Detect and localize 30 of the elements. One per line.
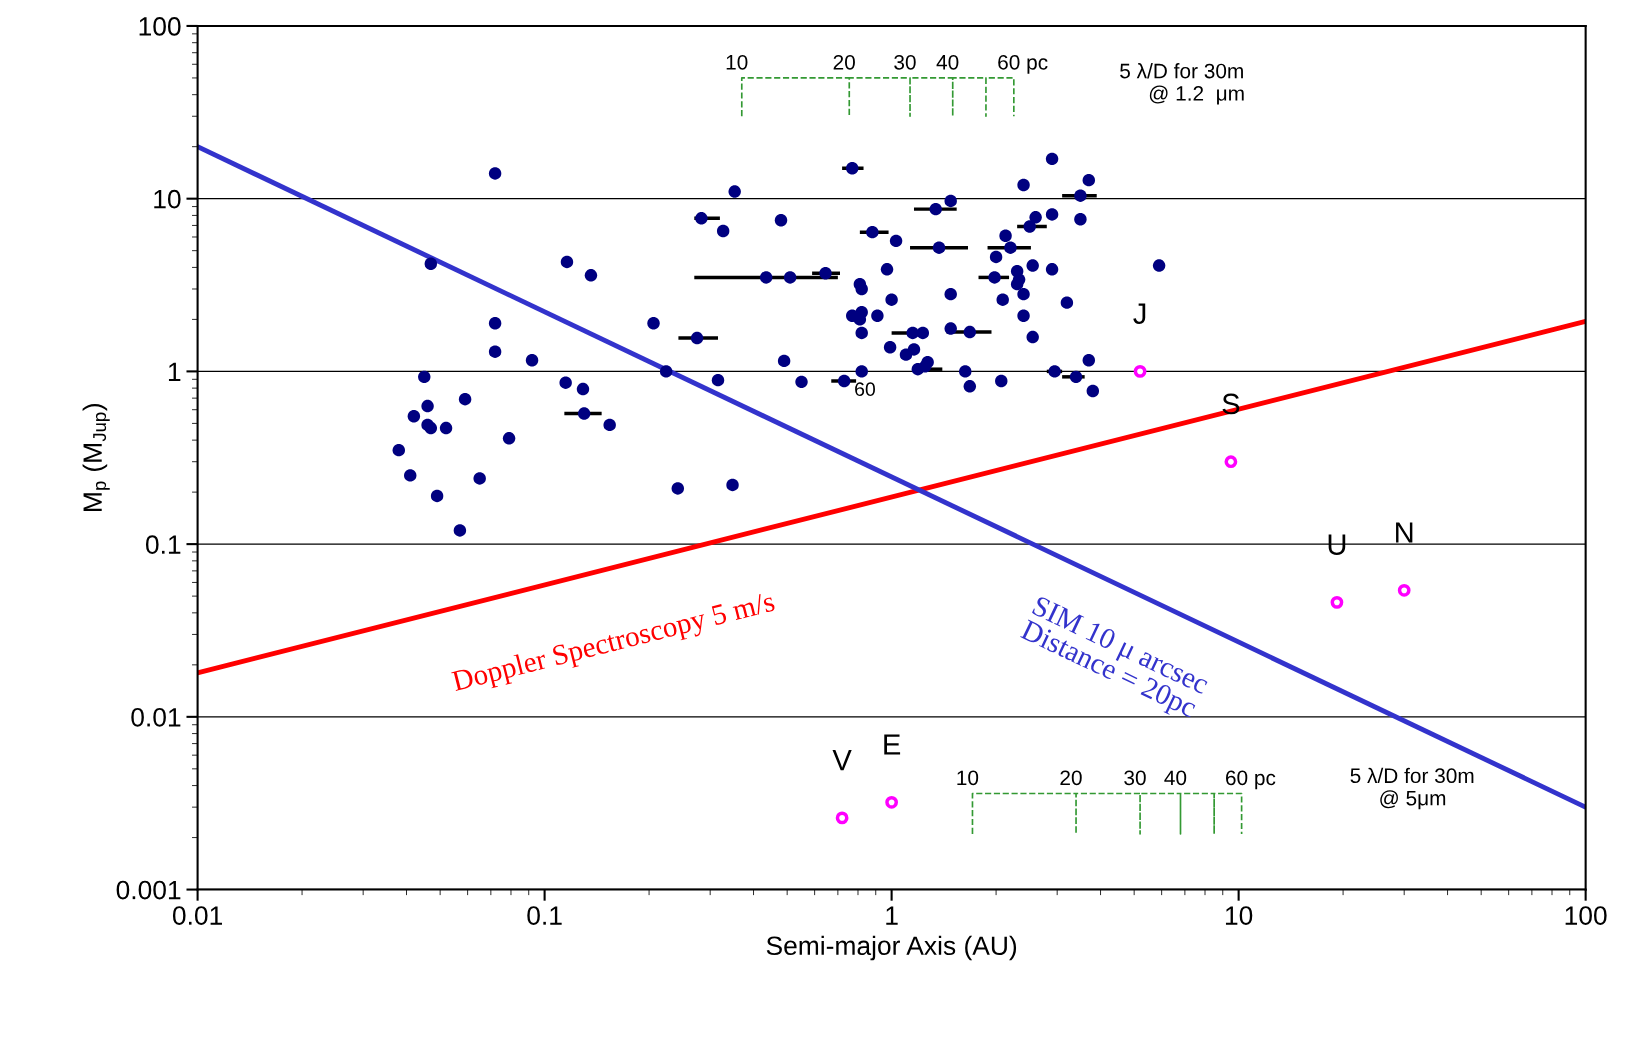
y-tick-label: 1 [168, 362, 181, 381]
x-tick-label: 0.1 [527, 906, 562, 925]
x-axis-title: Semi-major Axis (AU) [766, 935, 1017, 961]
annotation: 30 [1124, 770, 1146, 786]
y-axis-title: M$_{p}$ (M$_{Jup}$) [82, 404, 110, 512]
annotation: E [884, 734, 901, 755]
annotation: 20 [833, 54, 855, 70]
annotation: 40 [936, 54, 959, 70]
x-tick-label: 10 [1225, 906, 1253, 925]
x-tick-label: 100 [1565, 906, 1607, 925]
x-tick-label: 1 [886, 906, 898, 925]
y-tick-label: 0.1 [145, 535, 181, 554]
annotation: V [832, 750, 852, 771]
annotation: 20 [1060, 770, 1082, 786]
y-tick-label: 0.01 [131, 707, 181, 727]
y-tick-label: 10 [154, 189, 181, 209]
annotation: 60 pc [998, 54, 1048, 74]
annotation: 5 λ/D for 30m @ 1.2 μm [1120, 63, 1244, 105]
annotation: 30 [894, 54, 916, 70]
annotation: 60 pc [1226, 770, 1276, 790]
annotation: 10 [726, 54, 748, 70]
annotation: J [1133, 303, 1146, 324]
y-tick-label: 0.001 [116, 880, 181, 900]
annotation: 40 [1164, 770, 1187, 786]
annotation: N [1396, 522, 1413, 543]
annotation: 5 λ/D for 30m @ 5μm [1350, 767, 1474, 810]
y-tick-label: 100 [139, 17, 181, 36]
annotation: 60 [855, 382, 876, 397]
annotation: 10 [957, 770, 979, 786]
x-tick-label: 0.01 [172, 906, 222, 925]
